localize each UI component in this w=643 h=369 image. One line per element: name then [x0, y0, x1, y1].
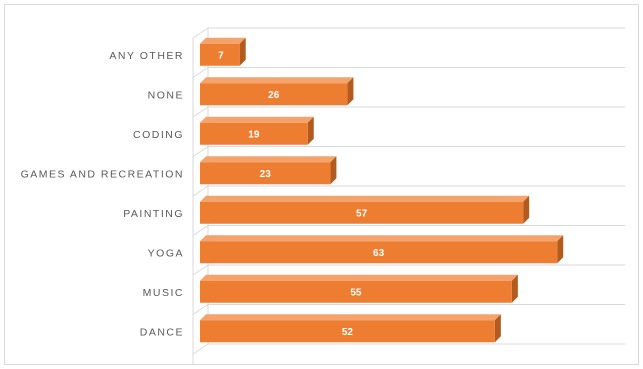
gridline-depth [192, 185, 209, 197]
bar-top-face [200, 156, 337, 163]
bar-top-face [200, 37, 246, 44]
category-label: PAINTING [123, 208, 184, 220]
data-label: 63 [373, 248, 385, 259]
bar-side-face [523, 195, 530, 224]
data-label: 19 [248, 129, 260, 140]
category-label: GAMES AND RECREATION [21, 168, 184, 180]
gridline-depth [192, 343, 209, 355]
bar-top-face [200, 195, 530, 202]
bar [200, 280, 512, 303]
gridline-depth [192, 27, 209, 39]
category-label: ANY OTHER [109, 50, 184, 62]
bar-side-face [557, 235, 564, 264]
gridline-depth [192, 67, 209, 78]
bar-top-face [200, 314, 501, 321]
data-label: 26 [268, 90, 280, 101]
bar [200, 201, 524, 224]
bar [200, 320, 495, 343]
category-label: NONE [148, 89, 184, 101]
bar-side-face [511, 274, 518, 303]
data-label: 57 [356, 208, 368, 219]
bar-top-face [200, 235, 564, 242]
bar [200, 241, 558, 264]
bar-side-face [330, 156, 337, 185]
category-label: YOGA [148, 247, 184, 259]
bar-side-face [239, 37, 246, 66]
bar-top-face [200, 274, 518, 281]
gridline-depth [192, 304, 209, 315]
gridline-depth [192, 106, 209, 118]
bar-top-face [200, 116, 314, 123]
category-label: CODING [133, 129, 184, 141]
gridline-depth [192, 225, 209, 236]
category-label: MUSIC [143, 287, 184, 299]
bar-side-face [307, 116, 314, 145]
bar-side-face [494, 314, 501, 343]
bar [200, 122, 308, 145]
gridline-depth [192, 146, 209, 157]
data-label: 7 [218, 50, 224, 61]
bar [200, 83, 348, 106]
bar [200, 162, 331, 185]
data-label: 55 [350, 287, 362, 298]
bar-top-face [200, 77, 354, 84]
data-label: 23 [260, 169, 272, 180]
data-label: 52 [342, 327, 354, 338]
bar-side-face [347, 77, 354, 106]
category-label: DANCE [140, 326, 184, 338]
gridline-depth [192, 264, 209, 276]
bar [200, 43, 240, 66]
